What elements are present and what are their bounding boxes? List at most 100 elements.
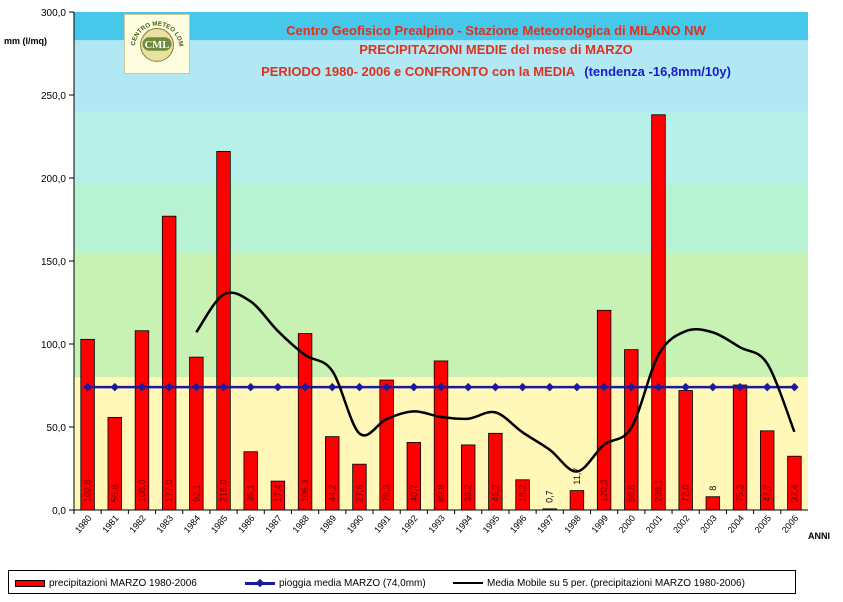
bar-label-1991: 78,3 xyxy=(382,484,392,502)
bar-label-1985: 216,0 xyxy=(219,479,229,502)
bar-2005 xyxy=(760,430,775,511)
bar-label-1981: 55,8 xyxy=(110,484,120,502)
title-line-3-main: PERIODO 1980- 2006 e CONFRONTO con la ME… xyxy=(261,64,576,79)
mean-marker xyxy=(219,382,228,392)
bar-label-1997: 0,7 xyxy=(545,490,555,503)
bg-band-2 xyxy=(74,182,808,253)
x-tick-label: 1985 xyxy=(209,513,230,535)
bar-label-1998: 11,7 xyxy=(572,468,582,485)
x-tick-label: 1981 xyxy=(100,513,121,535)
mean-marker xyxy=(382,382,391,392)
bar-1991 xyxy=(379,379,394,511)
bar-1985 xyxy=(216,151,231,511)
x-tick-label: 1998 xyxy=(562,513,583,535)
mean-marker xyxy=(518,382,527,392)
logo: CML CENTRO METEO LOMBARDO xyxy=(123,10,190,74)
x-tick-label: 2000 xyxy=(617,513,638,535)
moving-average-line xyxy=(195,291,796,473)
bar-2006 xyxy=(787,455,802,511)
mean-marker xyxy=(273,382,283,392)
mean-marker xyxy=(463,382,473,392)
x-tick-label: 1984 xyxy=(182,513,203,535)
x-tick-label: 1983 xyxy=(155,513,176,535)
bar-1995 xyxy=(488,432,503,511)
mean-marker xyxy=(491,382,500,392)
y-axis-label: mm (l/mq) xyxy=(4,36,47,46)
bar-1983 xyxy=(161,215,177,511)
y-tick-label: 200,0 xyxy=(41,174,66,185)
mean-marker xyxy=(300,382,310,392)
bar-label-1980: 102,8 xyxy=(83,479,93,502)
y-tick-label: 150,0 xyxy=(41,257,66,268)
mean-marker xyxy=(110,382,120,392)
mean-marker xyxy=(790,382,799,392)
bg-band-4 xyxy=(74,40,808,112)
bar-label-1995: 46,2 xyxy=(490,484,500,502)
bar-label-2006: 32,4 xyxy=(789,484,799,502)
x-tick-label: 1995 xyxy=(481,513,502,535)
legend-moving-swatch xyxy=(453,582,483,584)
bg-band-1 xyxy=(74,252,808,378)
bar-label-1994: 39,2 xyxy=(463,484,473,502)
bar-1984 xyxy=(189,356,204,511)
legend-mean-swatch xyxy=(245,581,275,585)
bar-label-1982: 108,0 xyxy=(137,479,147,502)
bar-label-1988: 106,3 xyxy=(300,479,310,502)
legend-mean-label: pioggia media MARZO (74,0mm) xyxy=(279,577,426,589)
bar-1996 xyxy=(515,479,530,511)
bar-label-1984: 92,1 xyxy=(191,484,201,502)
logo-mark: CML xyxy=(145,40,170,51)
bar-label-2002: 72,0 xyxy=(681,484,691,502)
bar-1989 xyxy=(325,436,340,511)
legend-item-mean: pioggia media MARZO (74,0mm) xyxy=(245,575,426,591)
mean-marker xyxy=(246,382,255,392)
bar-label-1989: 44,2 xyxy=(327,484,337,502)
bar-1981 xyxy=(107,416,122,511)
bar-label-1987: 17,4 xyxy=(273,484,283,502)
x-tick-label: 1987 xyxy=(263,513,284,535)
mean-marker xyxy=(762,382,772,392)
bar-1990 xyxy=(352,463,367,511)
bar-label-2004: 75,3 xyxy=(735,484,745,502)
mean-marker xyxy=(164,382,174,392)
bar-1993 xyxy=(433,360,449,511)
x-tick-label: 2002 xyxy=(671,513,692,535)
bar-label-1990: 27,6 xyxy=(354,484,364,502)
mean-marker xyxy=(192,382,201,392)
mean-marker xyxy=(436,382,446,392)
legend-moving-label: Media Mobile su 5 per. (precipitazioni M… xyxy=(487,577,745,589)
title-line-3: PERIODO 1980- 2006 e CONFRONTO con la ME… xyxy=(261,64,731,79)
legend: precipitazioni MARZO 1980-2006 pioggia m… xyxy=(8,570,796,594)
x-tick-label: 1999 xyxy=(590,513,611,535)
x-tick-label: 2005 xyxy=(753,513,774,535)
mean-marker xyxy=(409,382,419,392)
y-tick-label: 100,0 xyxy=(41,340,66,351)
mean-marker xyxy=(137,382,147,392)
bar-1986 xyxy=(243,451,258,511)
bar-label-1992: 40,7 xyxy=(409,484,419,502)
y-tick-label: 300,0 xyxy=(41,8,66,19)
x-tick-label: 2006 xyxy=(780,513,801,535)
x-tick-label: 1980 xyxy=(73,513,94,535)
mean-marker xyxy=(708,382,718,392)
bar-label-2001: 238,1 xyxy=(653,479,663,502)
bar-1999 xyxy=(596,309,612,511)
mean-marker xyxy=(355,382,364,392)
bg-band-3 xyxy=(74,111,808,183)
bar-2001 xyxy=(651,114,666,511)
bar-labels-group: 102,8 55,8 108,0 177,0 92,1 216,0 35,1 17,4 106,… xyxy=(83,468,800,503)
bar-label-2000: 96,6 xyxy=(626,484,636,502)
bar-label-2005: 47,7 xyxy=(762,484,772,502)
bar-1998 xyxy=(569,490,585,511)
x-tick-label: 1988 xyxy=(291,513,312,535)
y-tick-label: 250,0 xyxy=(41,91,66,102)
bar-label-1983: 177,0 xyxy=(164,479,174,502)
title-trend: (tendenza -16,8mm/10y) xyxy=(584,64,731,79)
legend-bar-swatch xyxy=(15,579,45,587)
y-tick-label: 0,0 xyxy=(52,506,66,517)
mean-marker xyxy=(681,382,690,392)
x-tick-label: 1992 xyxy=(399,513,420,535)
x-tick-label: 1991 xyxy=(372,513,393,535)
mean-marker xyxy=(599,382,609,392)
x-tick-label: 1989 xyxy=(318,513,339,535)
